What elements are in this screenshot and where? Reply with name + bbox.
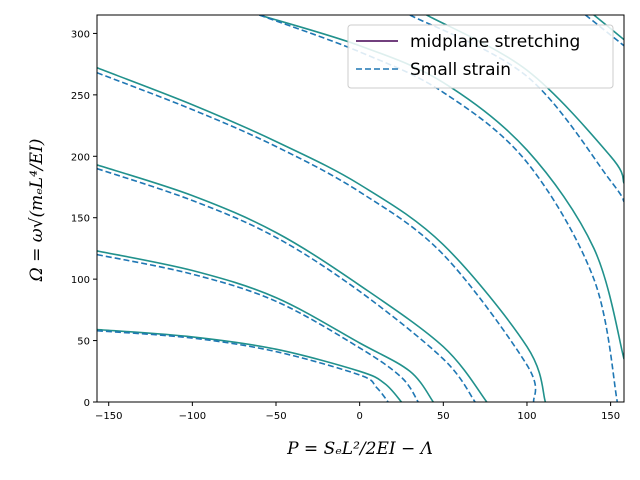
x-tick-label: 0 bbox=[356, 411, 362, 422]
y-axis-label: Ω = ω√(mₑL⁴/EI) bbox=[27, 139, 47, 283]
small-strain-curve-3 bbox=[97, 167, 476, 402]
midplane-curve-4 bbox=[97, 67, 547, 402]
x-tick-label: −100 bbox=[179, 411, 206, 422]
midplane-curve-3 bbox=[97, 164, 488, 402]
x-tick-label: −150 bbox=[95, 411, 122, 422]
y-tick-label: 250 bbox=[71, 91, 90, 102]
midplane-curve-1 bbox=[97, 328, 403, 402]
small-strain-curve-1 bbox=[97, 329, 389, 402]
x-tick-label: 50 bbox=[437, 411, 450, 422]
x-tick-label: −50 bbox=[265, 411, 286, 422]
y-tick-label: 300 bbox=[71, 29, 90, 40]
midplane-curve-2 bbox=[97, 250, 434, 402]
x-axis-label: P = SₑL²/2EI − Λ bbox=[286, 439, 433, 459]
y-tick-label: 100 bbox=[71, 275, 90, 286]
small-strain-curve-4 bbox=[97, 71, 537, 402]
y-tick-label: 200 bbox=[71, 152, 90, 163]
x-tick-label: 100 bbox=[517, 411, 536, 422]
x-tick-label: 150 bbox=[601, 411, 620, 422]
legend-label-midplane: midplane stretching bbox=[410, 32, 580, 52]
legend: midplane stretching Small strain bbox=[347, 24, 614, 89]
x-axis-ticks: −150 −100 −50 0 50 100 150 bbox=[95, 402, 620, 422]
legend-label-small-strain: Small strain bbox=[410, 60, 511, 80]
plot-frame bbox=[96, 14, 625, 403]
y-tick-label: 150 bbox=[71, 214, 90, 225]
y-tick-label: 50 bbox=[77, 337, 90, 348]
legend-box bbox=[347, 24, 614, 89]
y-tick-label: 0 bbox=[84, 398, 90, 409]
small-strain-curve-2 bbox=[97, 253, 419, 402]
small-strain-curve-7 bbox=[585, 15, 624, 47]
y-axis-ticks: 0 50 100 150 200 250 300 bbox=[71, 29, 97, 409]
